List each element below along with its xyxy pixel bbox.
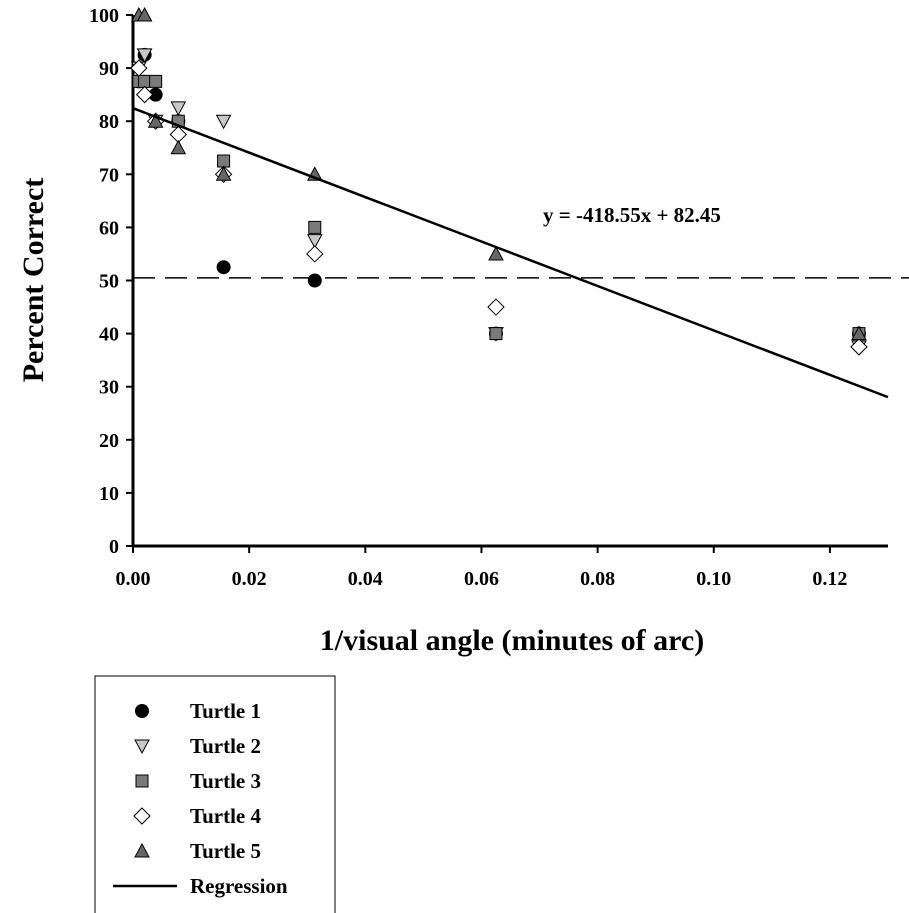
y-tick-label: 0 xyxy=(109,536,119,558)
x-ticks: 0.00 0.02 0.04 0.06 0.08 0.10 0.12 xyxy=(116,546,847,590)
data-point xyxy=(217,154,231,168)
data-point xyxy=(170,101,187,116)
legend-marker xyxy=(135,774,149,788)
data-point xyxy=(136,6,153,22)
legend-box xyxy=(94,675,336,913)
legend-label: Turtle 1 xyxy=(190,699,261,723)
data-point xyxy=(308,220,322,234)
y-tick-label: 20 xyxy=(99,430,119,452)
x-tick-label: 0.10 xyxy=(696,568,731,590)
y-tick-label: 60 xyxy=(99,217,119,239)
regression-equation: y = -418.55x + 82.45 xyxy=(543,203,721,227)
data-point xyxy=(147,113,164,128)
data-point xyxy=(307,273,322,288)
legend-marker xyxy=(134,842,150,858)
x-tick-label: 0.04 xyxy=(348,568,383,590)
y-tick-label: 90 xyxy=(99,58,119,80)
y-tick-label: 80 xyxy=(99,111,119,133)
legend: Turtle 1 Turtle 2 Turtle 3 Turtle 4 Turtle 5… xyxy=(94,675,336,913)
legend-marker xyxy=(134,739,150,755)
y-tick-label: 100 xyxy=(89,5,119,27)
y-axis-title: Percent Correct xyxy=(17,178,50,383)
legend-marker xyxy=(133,807,151,825)
data-point xyxy=(170,139,187,155)
x-axis-title: 1/visual angle (minutes of arc) xyxy=(320,624,704,657)
legend-label: Turtle 3 xyxy=(190,769,261,793)
y-tick-label: 40 xyxy=(99,324,119,346)
data-point xyxy=(215,114,232,130)
series-turtle-4 xyxy=(130,59,868,356)
axes xyxy=(131,15,888,548)
data-point xyxy=(850,338,868,356)
data-point xyxy=(489,327,503,341)
data-point xyxy=(215,166,232,181)
legend-label: Regression xyxy=(190,874,288,898)
y-tick-label: 50 xyxy=(99,271,119,293)
y-tick-label: 30 xyxy=(99,377,119,399)
series-turtle-5 xyxy=(130,6,867,341)
series-turtle-1 xyxy=(131,47,866,341)
legend-label: Turtle 5 xyxy=(190,839,261,863)
x-tick-label: 0.08 xyxy=(580,568,615,590)
data-point xyxy=(149,74,163,88)
x-tick-label: 0.06 xyxy=(464,568,499,590)
y-ticks: 0 10 20 30 40 50 60 70 80 90 100 xyxy=(89,5,133,558)
data-point xyxy=(130,59,148,77)
data-point xyxy=(306,245,324,263)
data-point xyxy=(488,245,504,261)
y-tick-label: 10 xyxy=(99,483,119,505)
data-point xyxy=(216,260,231,275)
legend-label: Turtle 4 xyxy=(190,804,261,828)
x-tick-label: 0.00 xyxy=(116,568,151,590)
data-point xyxy=(851,325,867,341)
data-point xyxy=(306,234,323,249)
regression-line xyxy=(132,107,889,399)
data-point xyxy=(138,74,152,88)
series-turtle-3 xyxy=(132,74,866,341)
x-tick-label: 0.02 xyxy=(232,568,267,590)
data-point xyxy=(136,48,153,63)
data-point xyxy=(487,298,505,316)
legend-marker xyxy=(135,704,149,718)
x-tick-label: 0.12 xyxy=(812,568,847,590)
y-tick-label: 70 xyxy=(99,164,119,186)
data-point xyxy=(135,85,154,104)
legend-label: Turtle 2 xyxy=(190,734,261,758)
data-points xyxy=(130,6,868,356)
